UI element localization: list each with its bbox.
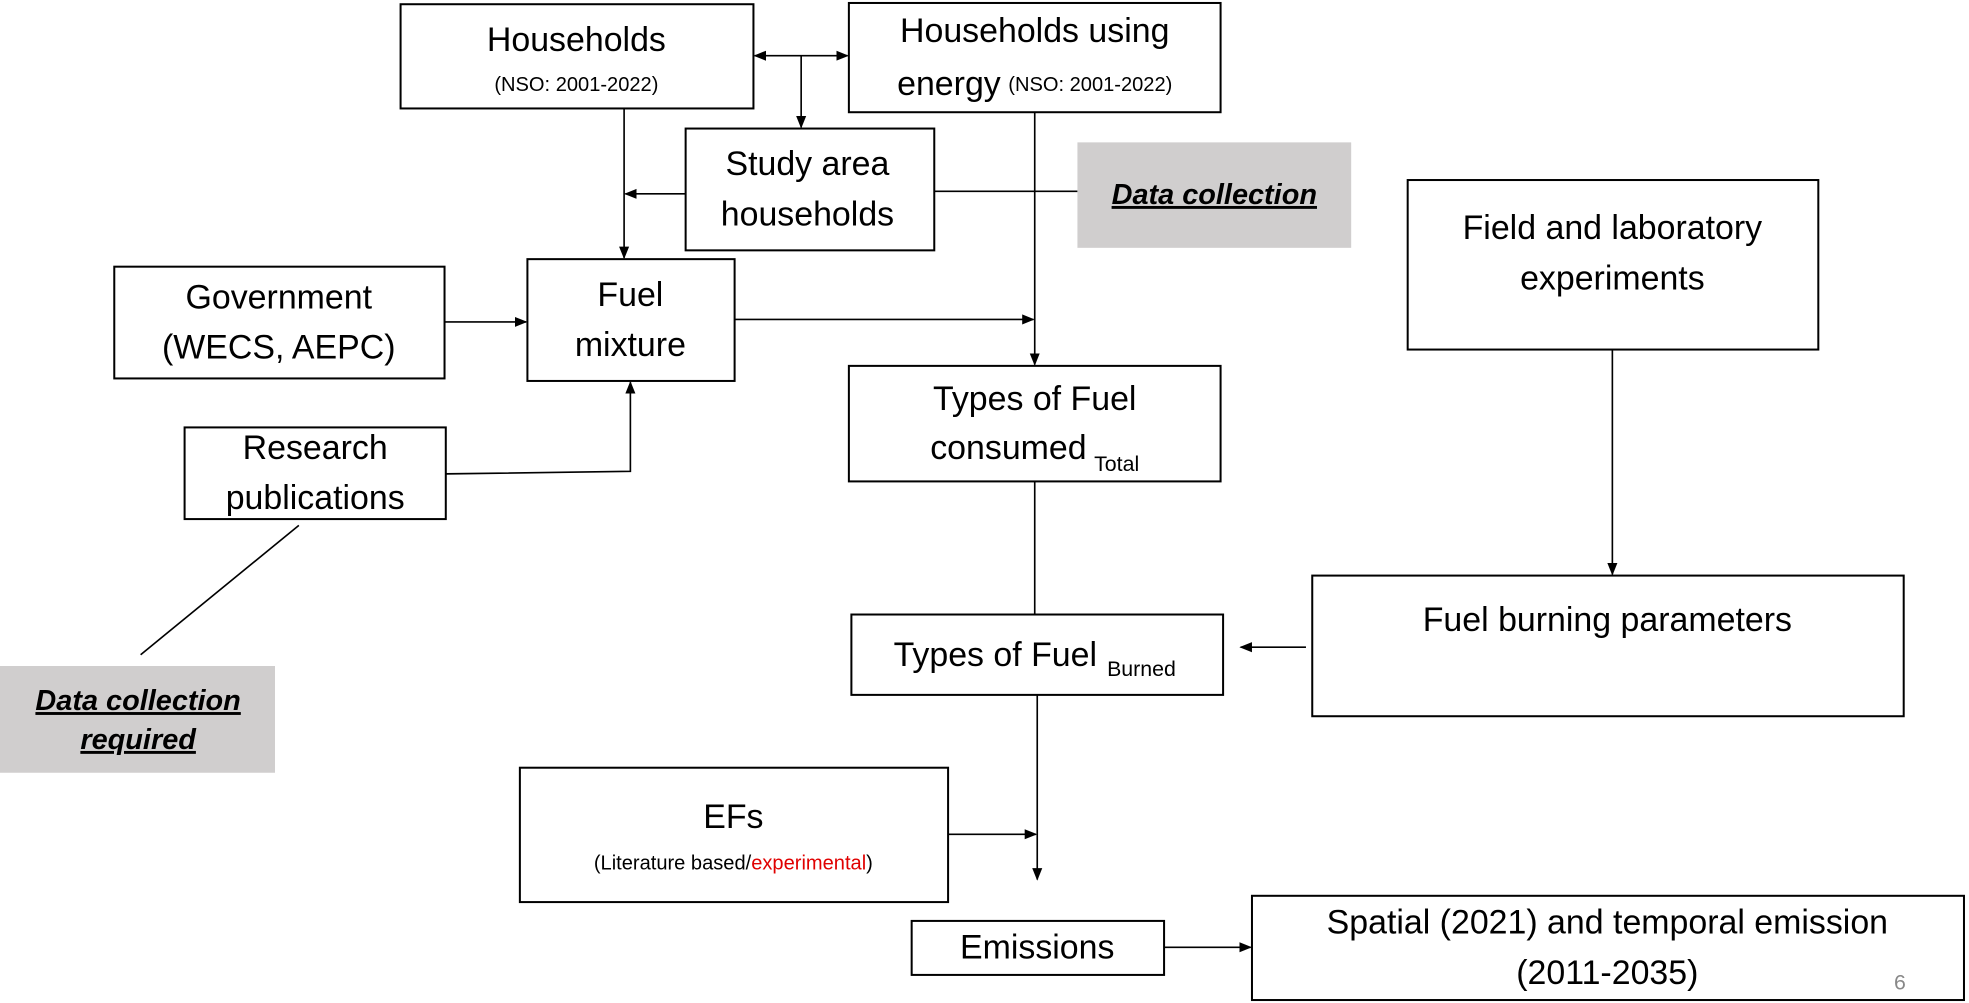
households-energy-box [847, 1, 1222, 114]
arrow [445, 380, 636, 475]
page-number: 6 [1894, 970, 1906, 994]
government-line: (WECS, AEPC) [162, 329, 396, 367]
households-source: (NSO: 2001-2022) [494, 74, 658, 96]
research-line: Research [243, 429, 388, 467]
burning-parameters-box [1311, 574, 1905, 718]
households-energy-line2: energy (NSO: 2001-2022) [897, 65, 1172, 103]
government-line: Government [186, 278, 373, 316]
efs-note-highlight: experimental [751, 853, 866, 875]
fuel-consumed-line2: consumed Total [930, 429, 1139, 476]
data-collection-box [1077, 142, 1352, 248]
households-box [399, 3, 755, 110]
study-area-line: Study area [725, 145, 889, 183]
data-required-box [0, 666, 276, 773]
spatial-line: (2011-2035) [1516, 954, 1698, 992]
households-label: Households [487, 21, 666, 59]
fuel-consumed-subscript: Total [1094, 452, 1139, 476]
research-box [183, 426, 447, 521]
fuel-burned-box [850, 613, 1225, 696]
emissions-label: Emissions [960, 929, 1114, 967]
fuel-consumed-word: consumed [930, 429, 1086, 467]
efs-note: (Literature based/experimental) [594, 853, 873, 875]
households-energy-line: Households using [900, 12, 1169, 50]
efs-note-part: ) [866, 853, 873, 875]
connectors [140, 50, 1618, 953]
data-collection-label: Data collection [1112, 179, 1317, 211]
line [140, 524, 300, 656]
burning-parameters-label: Fuel burning parameters [1423, 601, 1792, 639]
fuel-mixture-line: Fuel [597, 276, 663, 314]
fuel-mixture-box [526, 258, 736, 382]
fuel-burned-word: Types of Fuel [894, 636, 1097, 674]
government-box [113, 265, 446, 380]
fuel-mixture-line: mixture [575, 326, 686, 364]
data-required-line: Data collection [35, 685, 240, 717]
fuel-burned-subscript: Burned [1107, 656, 1176, 680]
households-energy-word: energy [897, 65, 1001, 103]
study-area-box [684, 127, 936, 252]
efs-label: EFs [703, 798, 763, 836]
data-required-line: required [80, 724, 197, 756]
emissions-box [910, 919, 1166, 976]
fuel-burned-label: Types of Fuel Burned [894, 636, 1176, 680]
study-area-line: households [721, 195, 894, 233]
field-experiments-line: Field and laboratory [1463, 209, 1763, 247]
spatial-line: Spatial (2021) and temporal emission [1327, 904, 1888, 942]
fuel-consumed-line: Types of Fuel [933, 380, 1136, 418]
fuel-consumed-box [847, 364, 1222, 483]
field-experiments-line: experiments [1520, 259, 1705, 297]
households-energy-source: (NSO: 2001-2022) [1008, 74, 1172, 96]
research-line: publications [226, 479, 405, 517]
efs-box [518, 766, 950, 904]
efs-note-part: (Literature based/ [594, 853, 752, 875]
field-experiments-box [1406, 179, 1820, 351]
spatial-box [1250, 894, 1965, 1002]
